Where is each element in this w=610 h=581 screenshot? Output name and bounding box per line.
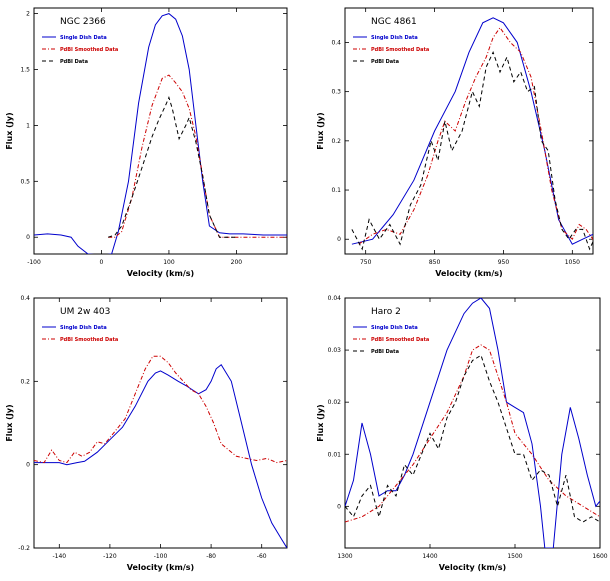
series-line-3 [351,50,593,251]
x-tick-label: -80 [206,553,216,560]
y-axis-label: Flux (Jy) [5,112,14,149]
y-tick-label: 2 [26,11,30,18]
x-tick-label: 1600 [592,553,607,560]
legend-label-1: Single Dish Data [371,35,418,41]
x-tick-label: 0 [100,259,104,266]
x-tick-label: 200 [231,259,243,266]
series-line-1 [34,13,287,254]
x-tick-label: 1500 [507,553,522,560]
x-axis-label: Velocity (km/s) [435,269,502,278]
legend-label-2: PdBI Smoothed Data [371,337,429,343]
panel-title: Haro 2 [371,307,401,317]
y-tick-label: 1 [26,122,30,129]
y-axis-label: Flux (Jy) [316,112,325,149]
chart-panel-2: 750 850 950 1050 0 0.1 0.2 0.3 0.4 Velocity (km/s… [316,7,594,278]
y-tick-label: 0.04 [328,295,342,302]
legend-label-2: PdBI Smoothed Data [60,47,118,53]
legend-label-2: PdBI Smoothed Data [371,47,429,53]
x-tick-label: 1400 [422,553,437,560]
legend-label-3: PdBI Data [371,59,399,65]
y-tick-label: 0.2 [20,378,30,385]
x-tick-label: -100 [154,553,168,560]
x-tick-label: 750 [360,259,372,266]
legend-label-1: Single Dish Data [60,35,107,41]
x-tick-label: -120 [103,553,117,560]
legend-label-1: Single Dish Data [371,325,418,331]
legend-label-1: Single Dish Data [60,325,107,331]
y-tick-label: 0.4 [331,39,341,46]
x-axis-label: Velocity (km/s) [127,563,194,572]
y-tick-label: 0.2 [331,138,341,145]
y-tick-label: 0.03 [328,347,342,354]
y-tick-label: 0 [26,462,30,469]
y-tick-label: 0 [337,503,341,510]
series-line-1 [34,363,287,548]
y-tick-label: 0.1 [331,187,341,194]
panel-title: NGC 4861 [371,17,417,27]
y-axis-label: Flux (Jy) [5,404,14,441]
x-tick-label: 950 [498,259,510,266]
x-axis-label: Velocity (km/s) [439,563,506,572]
y-tick-label: 0.02 [328,399,342,406]
series-line-2 [108,74,287,238]
y-tick-label: 0.3 [331,89,341,96]
series-line-3 [345,354,600,523]
series-line-1 [345,298,600,548]
x-tick-label: -60 [257,553,267,560]
y-tick-label: 1.5 [20,67,30,74]
y-tick-label: 0 [337,236,341,243]
y-tick-label: 0 [26,234,30,241]
series-line-3 [108,96,237,238]
legend-label-3: PdBI Data [60,59,88,65]
plot-frame [33,297,288,549]
x-axis-label: Velocity (km/s) [127,269,194,278]
plot-frame [344,297,601,549]
plot-frame [33,7,288,255]
series-line-1 [351,17,593,245]
series-line-2 [358,26,593,245]
chart-panel-4: 1300 1400 1500 1600 0 0.01 0.02 0.03 0.04 Velocit… [316,295,608,572]
x-tick-label: -140 [52,553,66,560]
y-tick-label: 0.01 [328,451,342,458]
y-axis-label: Flux (Jy) [316,404,325,441]
plot-frame [344,7,594,255]
y-tick-label: 0.4 [20,295,30,302]
x-tick-label: 1300 [337,553,352,560]
panel-title: UM 2w 403 [60,307,110,317]
x-tick-label: -100 [27,259,41,266]
x-tick-label: 100 [163,259,175,266]
y-tick-label: 0.5 [20,178,30,185]
legend-label-3: PdBI Data [371,349,399,355]
x-tick-label: 850 [429,259,441,266]
x-tick-label: 1050 [565,259,580,266]
series-line-2 [34,355,287,464]
legend-label-2: PdBI Smoothed Data [60,337,118,343]
y-tick-label: -0.2 [18,545,30,552]
chart-panel-3: -140 -120 -100 -80 -60 -0.2 0 0.2 0.4 Velocity (k… [5,295,288,572]
chart-panel-1: -100 0 100 200 0 0.5 1 1.5 2 Velocity (km/s) Flux … [5,7,288,278]
panel-title: NGC 2366 [60,17,106,27]
series-line-2 [345,344,600,523]
